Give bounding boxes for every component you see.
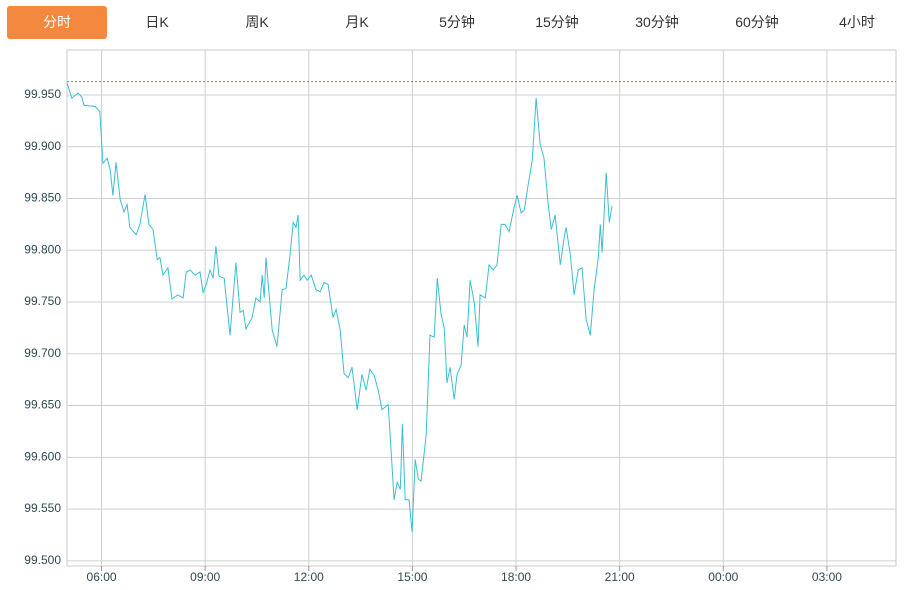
x-tick-label: 00:00 (708, 570, 738, 584)
tab[interactable]: 4小时 (839, 14, 875, 30)
y-tick-label: 99.750 (24, 294, 61, 308)
x-tick-label: 03:00 (812, 570, 842, 584)
y-tick-label: 99.800 (24, 242, 61, 256)
y-tick-label: 99.850 (24, 191, 61, 205)
x-tick-label: 12:00 (294, 570, 324, 584)
tab[interactable]: 周K (245, 14, 269, 30)
y-tick-label: 99.600 (24, 449, 61, 463)
x-tick-label: 18:00 (501, 570, 531, 584)
tab[interactable]: 60分钟 (735, 14, 779, 30)
plot-frame (66, 49, 897, 567)
tab[interactable]: 30分钟 (635, 14, 679, 30)
x-tick-label: 21:00 (605, 570, 635, 584)
y-tick-label: 99.700 (24, 346, 61, 360)
y-tick-label: 99.500 (24, 553, 61, 567)
y-tick-label: 99.900 (24, 139, 61, 153)
tab-bar: 分时 日K 周K 月K 5分钟 15分钟 30分钟 60分钟 4小时 (7, 6, 907, 39)
price-line (66, 82, 613, 532)
tab[interactable]: 月K (345, 14, 369, 30)
y-tick-label: 99.950 (24, 87, 61, 101)
x-tick-label: 15:00 (397, 570, 427, 584)
tab[interactable]: 分时 (7, 6, 107, 39)
tab[interactable]: 5分钟 (439, 14, 475, 30)
tab[interactable]: 日K (145, 14, 169, 30)
tab[interactable]: 15分钟 (535, 14, 579, 30)
y-tick-label: 99.550 (24, 501, 61, 515)
y-tick-label: 99.650 (24, 398, 61, 412)
x-tick-label: 09:00 (190, 570, 220, 584)
x-tick-label: 06:00 (87, 570, 117, 584)
